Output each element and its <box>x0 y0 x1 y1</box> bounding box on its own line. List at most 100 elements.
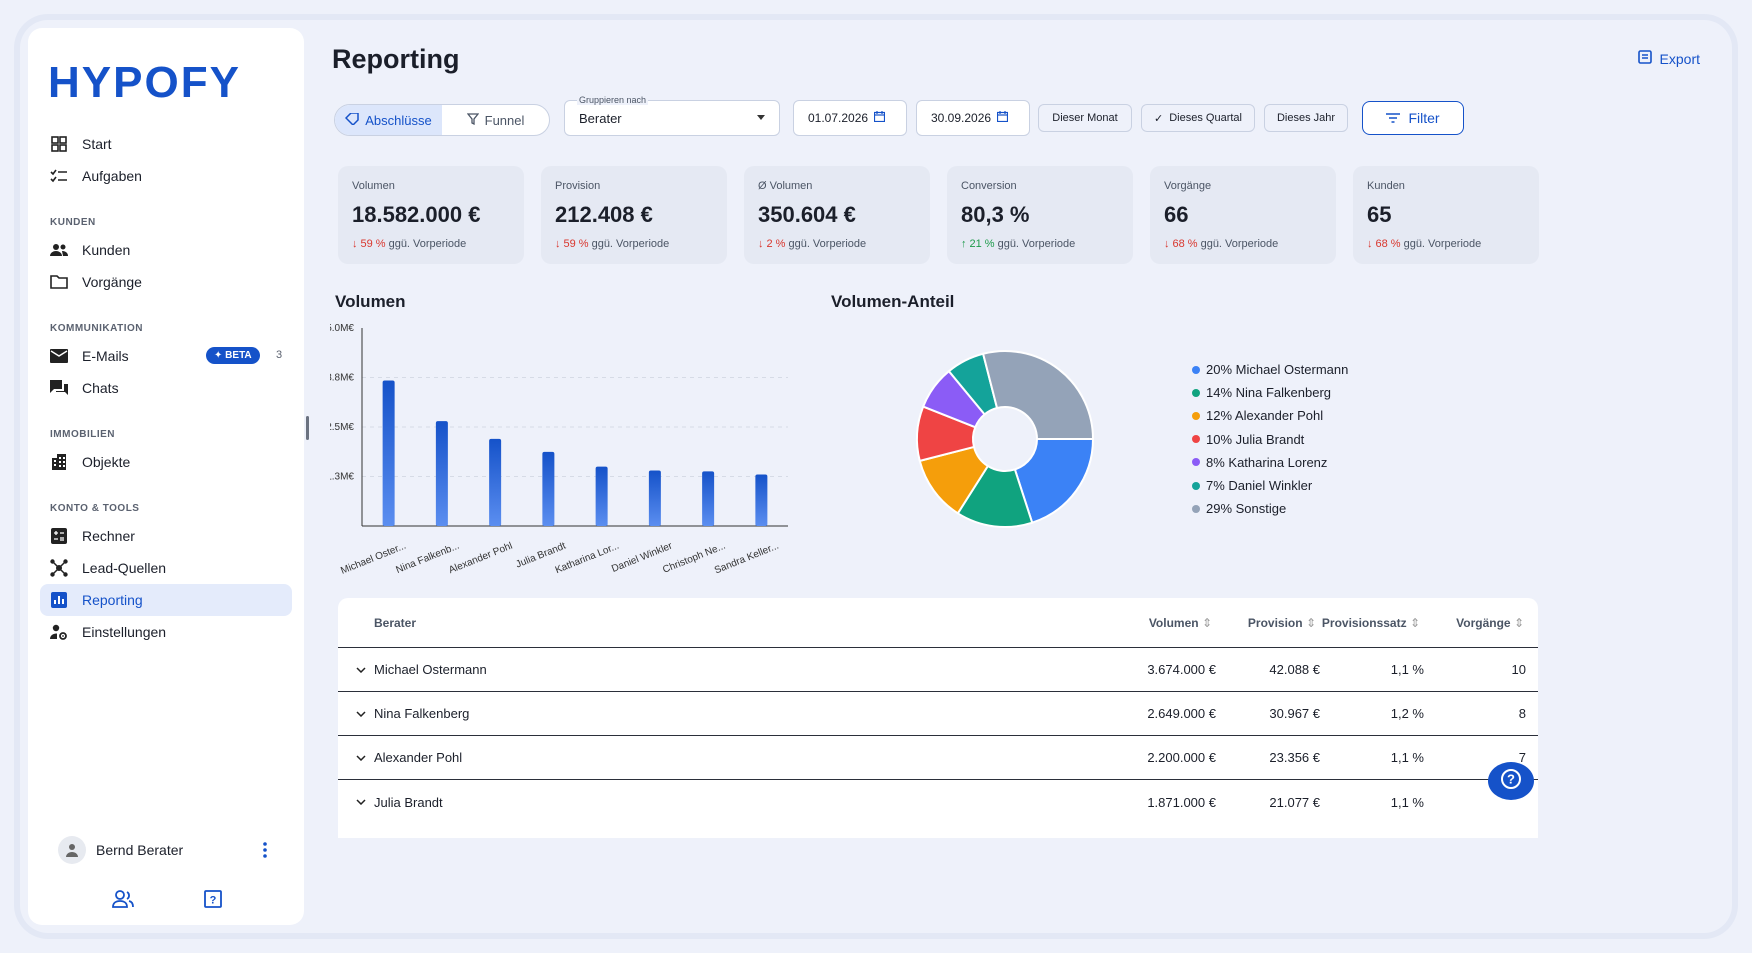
more-options-icon[interactable] <box>262 842 268 863</box>
table-row[interactable]: Nina Falkenberg 2.649.000 € 30.967 € 1,2… <box>338 692 1538 736</box>
kpi-card: Conversion 80,3 % ↑ 21 % ggü. Vorperiode <box>947 166 1133 264</box>
funnel-icon <box>466 112 479 128</box>
chevron-down-icon <box>757 115 765 120</box>
pie-legend: 20% Michael Ostermann 14% Nina Falkenberg… <box>1192 358 1348 520</box>
sidebar-item-einstellungen[interactable]: Einstellungen <box>40 616 292 648</box>
sidebar-item-label: Einstellungen <box>82 624 167 640</box>
chevron-down-icon[interactable] <box>356 780 366 824</box>
chevron-down-icon[interactable] <box>356 736 366 779</box>
chevron-down-icon[interactable] <box>356 692 366 735</box>
pie-slice <box>1013 438 1095 524</box>
chevron-down-icon[interactable] <box>356 648 366 691</box>
col-header-provisionssatz[interactable]: Provisionssatz ⇕ <box>1321 615 1420 630</box>
preset-quarter-button[interactable]: ✓ Dieses Quartal <box>1141 104 1255 132</box>
pie-chart-title: Volumen-Anteil <box>831 292 955 311</box>
sidebar-item-chats[interactable]: Chats <box>40 372 292 404</box>
team-icon[interactable] <box>112 890 134 913</box>
kpi-card: Provision 212.408 € ↓ 59 % ggü. Vorperiode <box>541 166 727 264</box>
table-row[interactable]: Julia Brandt 1.871.000 € 21.077 € 1,1 % <box>338 780 1538 824</box>
legend-label: 8% Katharina Lorenz <box>1206 454 1328 470</box>
group-by-value: Berater <box>579 111 622 126</box>
sidebar-item-objekte[interactable]: Objekte <box>40 446 292 478</box>
beta-badge: ✦ BETA <box>206 347 260 364</box>
group-by-select[interactable]: Gruppieren nach Berater <box>564 95 780 136</box>
sidebar-item-label: Start <box>82 136 112 152</box>
filter-icon <box>1386 110 1401 126</box>
bar-chart-title: Volumen <box>335 292 406 311</box>
hub-icon <box>50 559 68 577</box>
kpi-card: Kunden 65 ↓ 68 % ggü. Vorperiode <box>1353 166 1539 264</box>
export-button[interactable]: Export <box>1637 50 1700 67</box>
sidebar-item-lead-quellen[interactable]: Lead-Quellen <box>40 552 292 584</box>
table-row[interactable]: Alexander Pohl 2.200.000 € 23.356 € 1,1 … <box>338 736 1538 780</box>
legend-label: 14% Nina Falkenberg <box>1206 385 1332 401</box>
arrow-down-icon: ↓ <box>1367 238 1373 250</box>
calendar-icon <box>996 111 1009 125</box>
sidebar-item-emails[interactable]: E-Mails ✦ BETA 3 <box>40 340 292 372</box>
date-from-field[interactable]: 01.07.2026 <box>793 100 907 136</box>
sidebar: HYPOFY Start Aufgaben KUNDEN Kunden Vorg… <box>28 28 304 925</box>
legend-item[interactable]: 29% Sonstige <box>1192 497 1348 520</box>
user-profile[interactable]: Bernd Berater <box>58 836 183 864</box>
sidebar-item-reporting[interactable]: Reporting <box>40 584 292 616</box>
preset-year-button[interactable]: Dieses Jahr <box>1264 104 1348 132</box>
legend-item[interactable]: 7% Daniel Winkler <box>1192 474 1348 497</box>
group-by-label: Gruppieren nach <box>577 95 649 105</box>
pie-chart <box>916 350 1095 528</box>
legend-label: 29% Sonstige <box>1206 501 1287 517</box>
section-title-kunden: KUNDEN <box>50 217 96 228</box>
sidebar-item-rechner[interactable]: Rechner <box>40 520 292 552</box>
pie-slice <box>981 350 1095 440</box>
sidebar-item-label: E-Mails <box>82 348 129 364</box>
tag-icon <box>345 111 359 128</box>
sidebar-item-vorgaenge[interactable]: Vorgänge <box>40 266 292 298</box>
date-to-field[interactable]: 30.09.2026 <box>916 100 1030 136</box>
user-settings-icon <box>50 623 68 641</box>
legend-item[interactable]: 8% Katharina Lorenz <box>1192 451 1348 474</box>
col-header-provision[interactable]: Provision ⇕ <box>1247 615 1316 630</box>
table-row[interactable]: Michael Ostermann 3.674.000 € 42.088 € 1… <box>338 648 1538 692</box>
export-icon <box>1637 50 1652 67</box>
sidebar-item-aufgaben[interactable]: Aufgaben <box>40 160 292 192</box>
legend-item[interactable]: 12% Alexander Pohl <box>1192 404 1348 427</box>
legend-item[interactable]: 10% Julia Brandt <box>1192 428 1348 451</box>
sidebar-item-label: Chats <box>82 380 119 396</box>
tab-funnel[interactable]: Funnel <box>442 105 549 135</box>
sidebar-resize-handle[interactable] <box>306 416 309 440</box>
filter-button[interactable]: Filter <box>1362 101 1464 135</box>
tab-abschluesse[interactable]: Abschlüsse <box>335 105 442 135</box>
bar <box>382 380 395 526</box>
col-header-berater[interactable]: Berater <box>374 615 417 630</box>
sidebar-item-start[interactable]: Start <box>40 128 292 160</box>
people-icon <box>50 241 68 259</box>
mail-icon <box>50 347 68 365</box>
help-square-icon[interactable]: ? <box>204 890 222 913</box>
col-header-vorgaenge[interactable]: Vorgänge ⇕ <box>1456 615 1524 630</box>
view-toggle: Abschlüsse Funnel <box>334 104 550 136</box>
legend-swatch <box>1192 481 1200 490</box>
section-title-immobilien: IMMOBILIEN <box>50 429 115 440</box>
sort-icon: ⇕ <box>1305 615 1316 630</box>
bar <box>489 438 502 526</box>
sidebar-item-kunden[interactable]: Kunden <box>40 234 292 266</box>
bar <box>595 466 608 526</box>
legend-item[interactable]: 20% Michael Ostermann <box>1192 358 1348 381</box>
preset-month-button[interactable]: Dieser Monat <box>1038 104 1132 132</box>
kpi-card: Ø Volumen 350.604 € ↓ 2 % ggü. Vorperiode <box>744 166 930 264</box>
col-header-volumen[interactable]: Volumen ⇕ <box>1148 615 1212 630</box>
legend-label: 20% Michael Ostermann <box>1206 362 1349 378</box>
legend-label: 12% Alexander Pohl <box>1206 408 1324 424</box>
bar <box>542 451 555 526</box>
svg-text:?: ? <box>210 895 217 907</box>
avatar <box>58 836 86 864</box>
legend-item[interactable]: 14% Nina Falkenberg <box>1192 381 1348 404</box>
check-icon: ✓ <box>1154 112 1164 125</box>
help-button[interactable]: ? <box>1488 762 1534 800</box>
logo: HYPOFY <box>48 58 241 107</box>
calendar-icon <box>873 111 886 125</box>
sort-icon: ⇕ <box>1513 615 1524 630</box>
arrow-up-icon: ↑ <box>961 238 967 250</box>
bar <box>755 474 768 526</box>
bar <box>702 471 715 526</box>
sort-icon: ⇕ <box>1409 615 1420 630</box>
